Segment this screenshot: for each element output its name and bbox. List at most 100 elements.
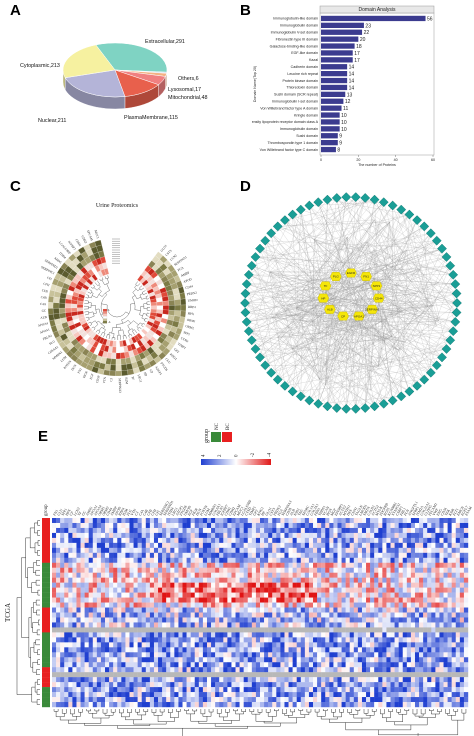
network-edge <box>335 197 366 277</box>
heat-cell <box>463 622 469 628</box>
heat-cell <box>410 562 416 568</box>
heat-cell <box>211 562 216 568</box>
heat-cell <box>366 632 371 638</box>
heat-cell <box>284 522 289 529</box>
heat-cell <box>443 587 448 593</box>
heat-cell <box>451 612 456 618</box>
heat-cell <box>243 562 248 568</box>
heat-cell <box>443 607 448 613</box>
heat-cell <box>92 557 98 563</box>
heat-cell <box>370 597 375 603</box>
heat-cell <box>247 567 253 573</box>
heat-cell <box>145 657 151 663</box>
heat-cell <box>410 672 416 678</box>
heat-cell <box>394 557 399 563</box>
heat-cell <box>378 627 383 633</box>
network-edge <box>335 276 437 326</box>
heat-cell <box>121 587 126 593</box>
network-edge <box>272 317 293 350</box>
dendro-branch <box>146 315 149 317</box>
heat-cell <box>215 557 220 563</box>
circ-gene-label: UMOD <box>188 298 199 303</box>
heat-cell <box>264 562 269 568</box>
heat-cell <box>182 667 187 673</box>
heat-cell <box>329 592 334 598</box>
pie-slice-label: Lysosomal,17 <box>168 87 201 93</box>
dendro-arc <box>97 283 100 286</box>
heat-cell <box>92 522 98 529</box>
heat-cell <box>423 627 428 633</box>
heat-cell <box>333 518 338 524</box>
heat-cell <box>296 677 301 683</box>
dendro-arc <box>88 311 90 315</box>
network-node <box>313 398 324 409</box>
heat-cell <box>268 627 273 633</box>
network-edge <box>391 205 393 337</box>
heat-cell <box>357 577 363 583</box>
heat-cell <box>223 552 228 558</box>
heat-cell <box>170 552 175 558</box>
heat-cell <box>88 667 93 673</box>
heat-cell <box>84 682 89 688</box>
heat-cell <box>149 667 155 673</box>
heat-cell <box>105 572 110 578</box>
heat-cell <box>166 637 171 643</box>
heat-cell <box>202 562 208 568</box>
heat-cell <box>264 582 269 588</box>
heat-cell <box>406 582 412 588</box>
heat-cell <box>219 637 224 643</box>
heat-cell <box>463 632 469 638</box>
heat-cell <box>129 567 134 573</box>
heat-cell <box>174 662 179 668</box>
network-node <box>441 344 452 354</box>
heat-cell <box>211 652 216 658</box>
heat-cell <box>166 607 171 613</box>
heat-cell <box>337 537 342 544</box>
network-edge <box>255 308 313 350</box>
heat-cell <box>133 642 138 648</box>
network-edge <box>400 311 443 358</box>
heat-cell <box>64 682 69 688</box>
heat-cell <box>353 522 359 529</box>
heat-cell <box>325 557 330 563</box>
heat-cell <box>419 552 424 558</box>
heat-cell <box>439 647 444 653</box>
dendro-branch <box>134 329 138 334</box>
heat-cell <box>105 552 110 558</box>
heat-cell <box>166 542 171 549</box>
heat-cell <box>419 612 424 618</box>
heat-cell <box>84 672 89 678</box>
heat-cell <box>333 532 338 539</box>
heat-cell <box>190 582 195 588</box>
heat-cell <box>239 667 244 673</box>
heat-cell <box>447 562 452 568</box>
heat-cell <box>215 597 220 603</box>
heat-cell <box>353 557 359 563</box>
heat-cell <box>133 582 138 588</box>
heat-cell <box>190 642 195 648</box>
heat-cell <box>92 632 98 638</box>
heat-cell <box>378 602 383 608</box>
heat-cell <box>378 637 383 643</box>
heat-cell <box>121 532 126 539</box>
heat-cell <box>60 572 65 578</box>
dendro-branch <box>133 320 139 325</box>
heat-cell <box>288 637 293 643</box>
heat-cell <box>333 572 338 578</box>
heat-cell <box>459 657 465 663</box>
heat-cell <box>341 587 346 593</box>
heat-cell <box>137 602 142 608</box>
network-node <box>360 403 371 413</box>
dendro-branch <box>137 288 141 292</box>
heat-cell <box>406 617 412 623</box>
network-edge <box>314 239 403 312</box>
heat-cell <box>223 627 228 633</box>
heat-cell <box>186 652 191 658</box>
heat-cell <box>300 537 306 544</box>
heat-cell <box>162 532 167 539</box>
network-edge <box>401 209 458 304</box>
heat-cell <box>410 622 416 628</box>
heat-cell <box>341 647 346 653</box>
domain-bar-value: 14 <box>349 65 355 71</box>
heat-cell <box>149 682 155 688</box>
